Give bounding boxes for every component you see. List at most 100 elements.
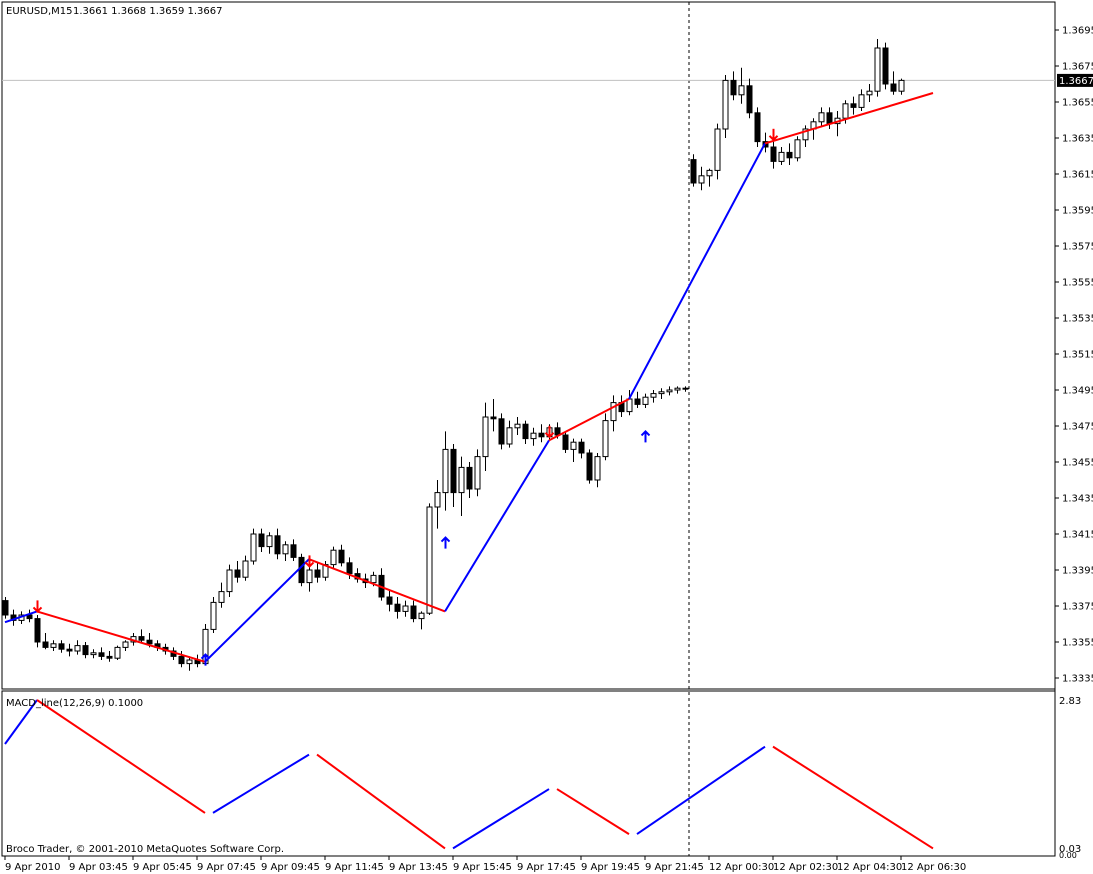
candle-bull (442, 448, 449, 494)
candle-bull (226, 569, 233, 593)
buy-arrow (440, 536, 451, 549)
candle-bull (90, 652, 97, 656)
price-tick-label: 1.3335 (1062, 674, 1093, 685)
time-tick-label: 9 Apr 13:45 (389, 862, 448, 873)
candle-bear (826, 112, 833, 125)
indicator-title: MACD_line(12,26,9) 0.1000 (6, 698, 143, 709)
candle-bull (594, 456, 601, 481)
candle-bear (274, 535, 281, 555)
candle-bear (634, 398, 641, 405)
candle-bull (250, 533, 257, 562)
time-tick-label: 9 Apr 03:45 (69, 862, 128, 873)
buy-arrow (200, 653, 211, 666)
candle-bull (474, 456, 481, 490)
candle-bear (394, 603, 401, 612)
candle-bull (802, 128, 809, 141)
candle-bull (778, 151, 785, 162)
candle-bear (410, 605, 417, 620)
candle-bull (602, 420, 609, 458)
time-tick-label: 12 Apr 00:30 (709, 862, 774, 873)
price-tick-label: 1.3475 (1062, 422, 1093, 433)
zigzag-lines (4, 92, 934, 663)
candle-bull (426, 506, 433, 614)
candle-bear (786, 151, 793, 159)
candle-bull (74, 645, 81, 652)
price-tick-label: 1.3535 (1062, 314, 1093, 325)
current-price-marker: 1.3667 (1057, 73, 1093, 87)
time-tick-label: 9 Apr 2010 (5, 862, 60, 873)
indicator-zero-label: 0.00 (1059, 851, 1077, 860)
time-tick-label: 9 Apr 09:45 (261, 862, 320, 873)
candle-bull (242, 560, 249, 578)
time-tick-label: 12 Apr 06:30 (901, 862, 966, 873)
sell-arrow (32, 600, 43, 613)
candle-bear (346, 562, 353, 575)
candle-bull (218, 591, 225, 603)
candle-bear (730, 79, 737, 96)
price-axis: 1.3695 1.3675 1.3655 1.3635 1.3615 1.3595 1.35… (1055, 26, 1093, 685)
time-tick-label: 9 Apr 19:45 (581, 862, 640, 873)
candle-bear (386, 596, 393, 605)
time-tick-label: 9 Apr 07:45 (197, 862, 256, 873)
candle-bull (706, 169, 713, 177)
time-tick-label: 12 Apr 02:30 (773, 862, 838, 873)
candle-bear (578, 441, 585, 454)
candle-bear (890, 83, 897, 92)
candle-bear (466, 466, 473, 490)
candle-bull (738, 85, 745, 96)
price-tick-label: 1.3595 (1062, 206, 1093, 217)
ohlc-label: 1.3661 1.3668 1.3659 1.3667 (73, 6, 223, 17)
price-tick-label: 1.3615 (1062, 170, 1093, 181)
candle-bear (98, 652, 105, 657)
candle-bear (314, 569, 321, 578)
indicator-segment (36, 699, 206, 814)
candle-bull (794, 139, 801, 159)
candle-bear (746, 85, 753, 114)
zigzag-segment (444, 439, 550, 612)
price-tick-label: 1.3555 (1062, 278, 1093, 289)
candle-bull (402, 605, 409, 612)
candle-bull (458, 466, 465, 494)
candle-bull (898, 79, 905, 92)
candle-bull (514, 423, 521, 429)
sell-arrow (768, 128, 779, 142)
candle-bear (26, 614, 33, 620)
candle-bear (690, 159, 697, 184)
copyright-text: Broco Trader, © 2001-2010 MetaQuotes Sof… (6, 844, 284, 855)
candle-bear (34, 618, 41, 643)
candle-bull (282, 544, 289, 555)
candle-bear (178, 655, 185, 665)
price-tick-label: 1.3395 (1062, 566, 1093, 577)
time-tick-label: 9 Apr 21:45 (645, 862, 704, 873)
candle-bull (650, 393, 657, 398)
price-tick-label: 1.3515 (1062, 350, 1093, 361)
candle-bull (610, 402, 617, 422)
candle-bull (210, 601, 217, 630)
indicator-segment (316, 753, 446, 850)
candle-bear (522, 423, 529, 440)
candle-bull (266, 535, 273, 548)
candle-bull (874, 47, 881, 92)
candle-bear (138, 636, 145, 641)
candle-bull (818, 112, 825, 123)
candle-bull (418, 612, 425, 620)
candle-bull (682, 387, 689, 390)
price-tick-label: 1.3375 (1062, 602, 1093, 613)
indicator-segment (636, 745, 766, 835)
time-tick-label: 9 Apr 11:45 (325, 862, 384, 873)
price-tick-label: 1.3575 (1062, 242, 1093, 253)
candle-bull (842, 103, 849, 119)
price-tick-label: 1.3355 (1062, 638, 1093, 649)
candle-bear (66, 648, 73, 652)
candle-bear (882, 47, 889, 85)
price-tick-label: 1.3635 (1062, 134, 1093, 145)
symbol-label: EURUSD,M15 (6, 6, 72, 17)
candle-bull (186, 659, 193, 665)
candle-bear (754, 112, 761, 143)
candle-bear (538, 432, 545, 438)
candle-bull (306, 569, 313, 584)
macd-line-indicator (4, 699, 934, 850)
price-tick-label: 1.3455 (1062, 458, 1093, 469)
candle-bull (714, 128, 721, 171)
indicator-min-label: 0.03 (1059, 844, 1081, 855)
